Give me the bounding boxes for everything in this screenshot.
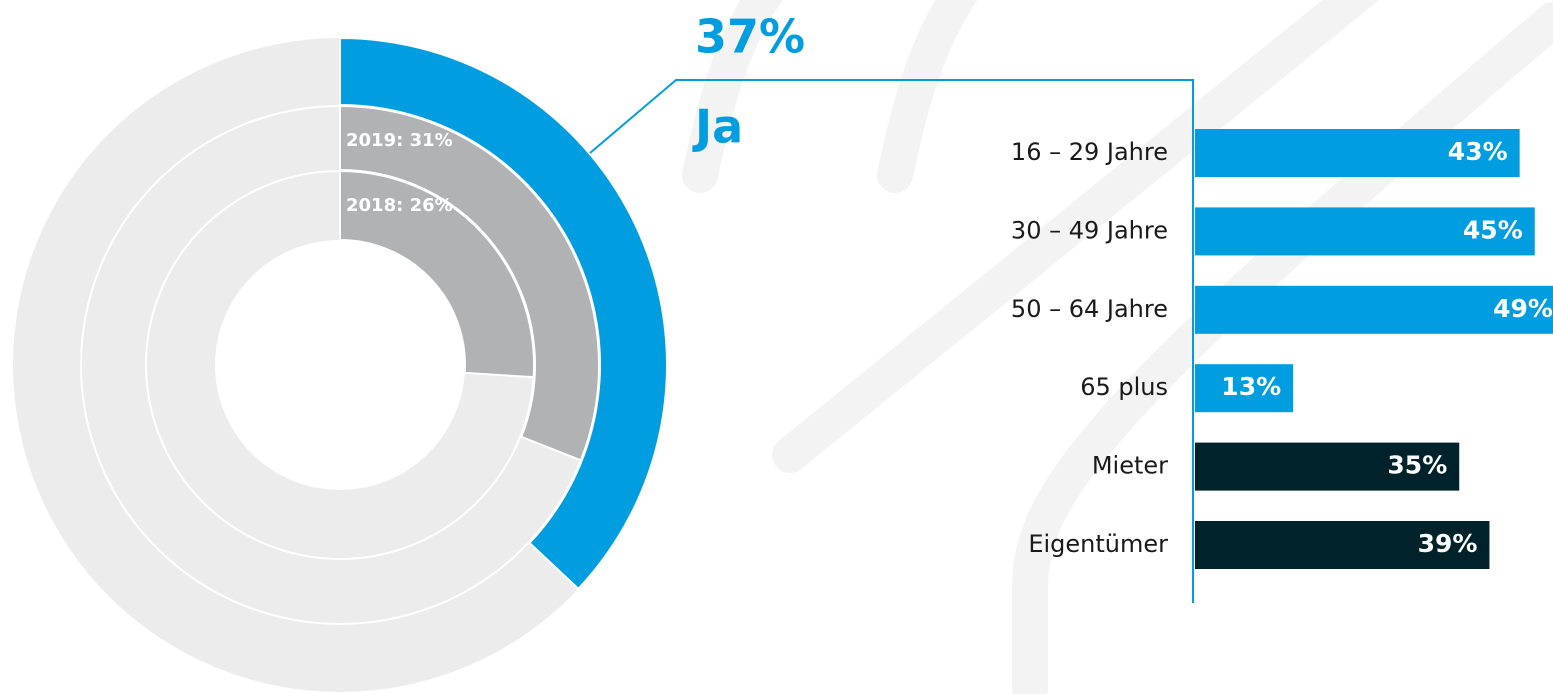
donut-segment: [339, 169, 535, 379]
donut-hole: [215, 240, 465, 490]
bar: [1195, 364, 1294, 413]
bar: [1195, 129, 1520, 177]
ring-label: 2018: 26%: [346, 195, 453, 216]
bar: [1195, 285, 1553, 334]
bar-chart: 16 – 29 Jahre 43% 30 – 49 Jahre 45% 50 – 64 …: [1011, 129, 1553, 569]
bar: [1195, 207, 1535, 256]
value-label: 39%: [1418, 529, 1478, 558]
category-label: 16 – 29 Jahre: [1011, 138, 1168, 166]
donut-chart: 2019: 31% 2018: 26%: [13, 36, 668, 692]
category-label: Mieter: [1092, 452, 1168, 480]
bar: [1195, 442, 1460, 491]
category-label: Eigentümer: [1028, 530, 1168, 558]
main-value: 37%: [695, 10, 805, 64]
value-label: 13%: [1221, 372, 1281, 401]
main-label: Ja: [692, 100, 743, 154]
category-label: 65 plus: [1080, 373, 1168, 401]
value-label: 35%: [1387, 451, 1447, 480]
category-label: 50 – 64 Jahre: [1011, 295, 1168, 323]
leader-line: [589, 79, 1194, 603]
value-label: 43%: [1448, 137, 1508, 166]
value-label: 45%: [1463, 215, 1523, 244]
category-label: 30 – 49 Jahre: [1011, 216, 1168, 244]
value-label: 49%: [1493, 294, 1553, 323]
background-decoration: [682, 0, 1553, 694]
bar: [1195, 521, 1490, 569]
ring-label: 2019: 31%: [346, 130, 453, 151]
